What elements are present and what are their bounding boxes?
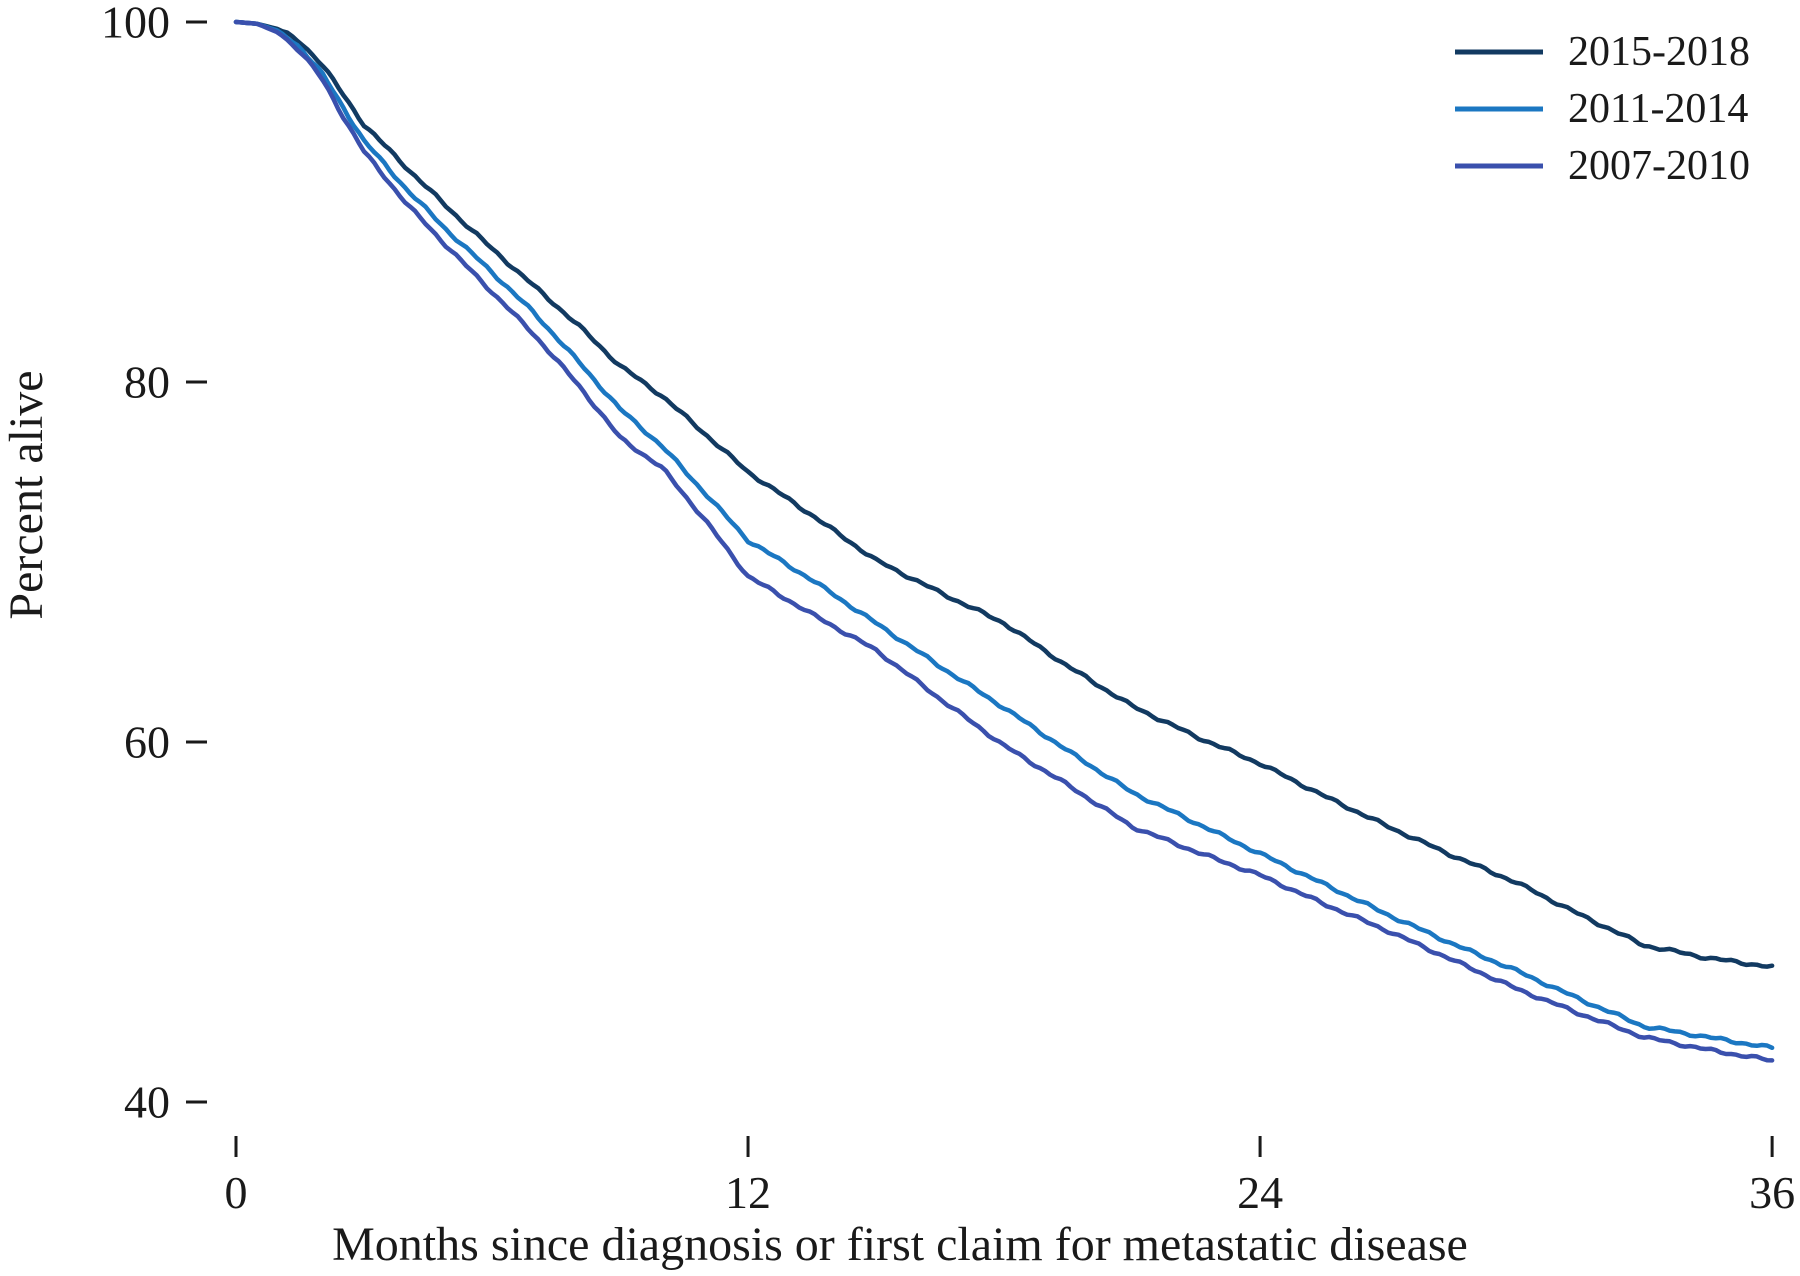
y-tick-label: 80 <box>124 357 170 408</box>
survival-curve-2007-2010 <box>233 19 1775 1063</box>
legend: 2015-2018 2011-2014 2007-2010 <box>1455 29 1750 189</box>
x-tick-label: 24 <box>1237 1167 1283 1218</box>
y-axis: 40 60 80 100 <box>101 0 207 1128</box>
x-tick-label: 36 <box>1749 1167 1795 1218</box>
x-axis-title: Months since diagnosis or first claim fo… <box>332 1218 1468 1271</box>
x-tick-label: 12 <box>725 1167 771 1218</box>
survival-curve-2011-2014 <box>233 19 1775 1051</box>
legend-item-2011-2014: 2011-2014 <box>1455 86 1748 132</box>
y-tick-label: 100 <box>101 0 170 48</box>
legend-label: 2015-2018 <box>1568 29 1750 75</box>
legend-label: 2007-2010 <box>1568 143 1750 189</box>
x-tick-label: 0 <box>225 1167 248 1218</box>
survival-curve-2015-2018 <box>233 19 1775 969</box>
y-tick-label: 40 <box>124 1077 170 1128</box>
y-tick-label: 60 <box>124 717 170 768</box>
y-axis-title: Percent alive <box>0 370 53 619</box>
x-axis: 0 12 24 36 <box>225 1136 1795 1218</box>
legend-item-2015-2018: 2015-2018 <box>1455 29 1750 75</box>
legend-item-2007-2010: 2007-2010 <box>1455 143 1750 189</box>
survival-curves <box>233 19 1775 1063</box>
legend-label: 2011-2014 <box>1568 86 1748 132</box>
axis-titles: Months since diagnosis or first claim fo… <box>0 370 1468 1271</box>
